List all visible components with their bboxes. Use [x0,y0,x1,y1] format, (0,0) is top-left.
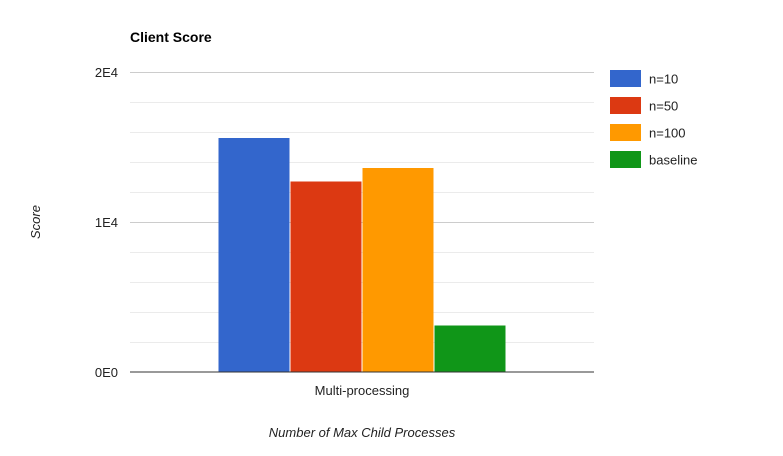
y-axis-title: Score [28,205,43,239]
bar-baseline[interactable] [434,325,506,373]
y-tick-label: 0E0 [95,365,118,380]
gridlines [130,72,594,343]
x-tick-label: Multi-processing [315,383,410,398]
chart-title: Client Score [130,29,212,45]
bar-n-10[interactable] [218,138,290,372]
legend-label: n=10 [649,72,678,87]
legend-swatch [610,70,641,87]
legend-label: baseline [649,153,697,168]
x-axis-title: Number of Max Child Processes [269,425,456,440]
y-tick-labels: 0E0 1E4 2E4 [95,65,118,380]
bars [218,138,506,373]
legend-swatch [610,97,641,114]
x-tick-labels: Multi-processing [315,383,410,398]
y-tick-label: 1E4 [95,215,118,230]
legend-label: n=50 [649,99,678,114]
legend-swatch [610,124,641,141]
legend: n=10 n=50 n=100 baseline [610,70,697,168]
legend-label: n=100 [649,126,686,141]
y-tick-label: 2E4 [95,65,118,80]
bar-n-100[interactable] [362,168,434,372]
bar-n-50[interactable] [290,181,362,373]
legend-item[interactable]: n=10 [610,70,678,87]
legend-item[interactable]: baseline [610,151,697,168]
legend-swatch [610,151,641,168]
legend-item[interactable]: n=100 [610,124,686,141]
legend-item[interactable]: n=50 [610,97,678,114]
